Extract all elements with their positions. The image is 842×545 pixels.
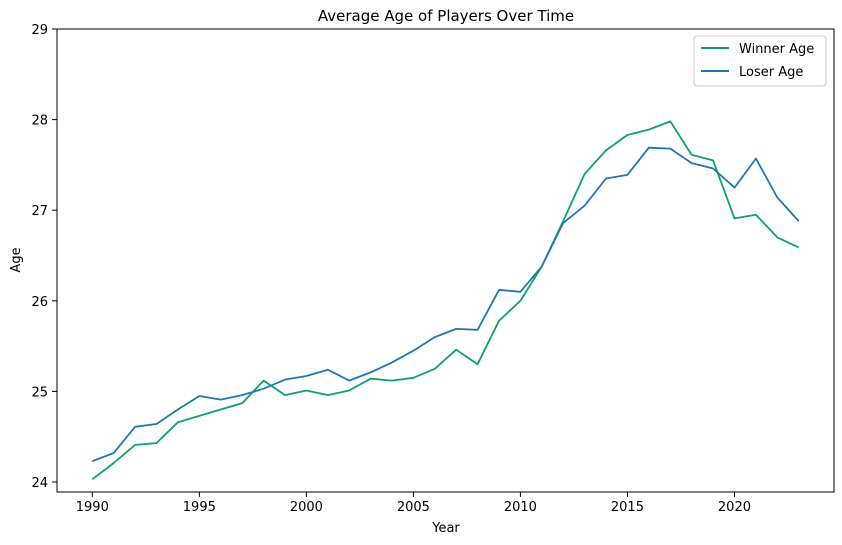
y-tick-label: 26	[31, 295, 48, 310]
x-axis-label: Year	[431, 521, 460, 536]
y-tick-label: 27	[31, 204, 48, 219]
series-lines	[91, 120, 800, 481]
legend-label-loser-age: Loser Age	[739, 65, 803, 80]
y-axis-label: Age	[9, 247, 24, 272]
plot-area	[56, 28, 835, 493]
x-tick-label: 1990	[76, 500, 109, 515]
x-axis: 1990 1995 2000 2005 2010 2015 2020	[76, 492, 751, 515]
y-axis: 24 25 26 27 28 29	[31, 23, 57, 491]
legend: Winner Age Loser Age	[693, 35, 827, 87]
y-tick-label: 25	[31, 385, 48, 400]
chart-title: Average Age of Players Over Time	[318, 7, 574, 25]
y-tick-label: 28	[31, 114, 48, 129]
legend-label-winner-age: Winner Age	[739, 42, 814, 57]
x-tick-label: 2010	[504, 500, 537, 515]
y-tick-label: 29	[31, 23, 48, 38]
series-line-loser-age	[91, 146, 800, 463]
x-tick-label: 1995	[183, 500, 216, 515]
x-tick-label: 2020	[718, 500, 751, 515]
y-tick-label: 24	[31, 476, 48, 491]
x-tick-label: 2000	[290, 500, 323, 515]
x-tick-label: 2015	[611, 500, 644, 515]
series-line-winner-age	[91, 120, 800, 481]
x-tick-label: 2005	[397, 500, 430, 515]
